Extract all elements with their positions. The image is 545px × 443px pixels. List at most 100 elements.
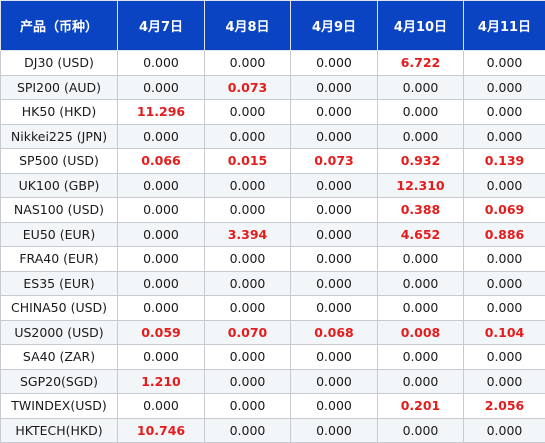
product-name-cell: SA40 (ZAR) — [1, 345, 118, 370]
product-name-cell: DJ30 (USD) — [1, 51, 118, 76]
header-product: 产品（币种） — [1, 1, 118, 51]
header-date: 4月9日 — [291, 1, 378, 51]
value-cell: 10.746 — [118, 418, 205, 443]
value-cell: 0.000 — [464, 51, 545, 76]
value-cell: 0.000 — [378, 100, 464, 125]
value-cell: 0.000 — [378, 369, 464, 394]
value-cell: 4.652 — [378, 222, 464, 247]
value-cell: 0.000 — [378, 345, 464, 370]
value-cell: 0.000 — [118, 75, 205, 100]
value-cell: 0.000 — [118, 124, 205, 149]
value-cell: 0.073 — [205, 75, 291, 100]
value-cell: 0.000 — [291, 369, 378, 394]
value-cell: 0.000 — [205, 394, 291, 419]
value-cell: 0.000 — [118, 51, 205, 76]
value-cell: 0.000 — [464, 247, 545, 272]
value-cell: 0.000 — [205, 345, 291, 370]
value-cell: 0.000 — [205, 51, 291, 76]
product-name-cell: CHINA50 (USD) — [1, 296, 118, 321]
value-cell: 0.073 — [291, 149, 378, 174]
value-cell: 0.000 — [378, 418, 464, 443]
value-cell: 0.000 — [378, 247, 464, 272]
value-cell: 0.000 — [118, 345, 205, 370]
value-cell: 0.000 — [464, 369, 545, 394]
value-cell: 0.000 — [118, 394, 205, 419]
product-name-cell: HKTECH(HKD) — [1, 418, 118, 443]
value-cell: 0.000 — [118, 173, 205, 198]
product-name-cell: UK100 (GBP) — [1, 173, 118, 198]
value-cell: 0.066 — [118, 149, 205, 174]
value-cell: 0.000 — [118, 222, 205, 247]
value-cell: 0.000 — [118, 271, 205, 296]
value-cell: 6.722 — [378, 51, 464, 76]
value-cell: 0.000 — [291, 247, 378, 272]
value-cell: 0.000 — [378, 296, 464, 321]
value-cell: 0.059 — [118, 320, 205, 345]
value-cell: 0.000 — [291, 418, 378, 443]
value-cell: 0.104 — [464, 320, 545, 345]
value-cell: 0.000 — [291, 51, 378, 76]
value-cell: 0.000 — [464, 418, 545, 443]
value-cell: 0.000 — [205, 271, 291, 296]
value-cell: 0.000 — [291, 100, 378, 125]
value-cell: 3.394 — [205, 222, 291, 247]
value-cell: 0.000 — [205, 100, 291, 125]
value-cell: 0.000 — [118, 296, 205, 321]
value-cell: 0.015 — [205, 149, 291, 174]
value-cell: 0.000 — [464, 173, 545, 198]
value-cell: 0.008 — [378, 320, 464, 345]
value-cell: 0.000 — [291, 124, 378, 149]
value-cell: 0.201 — [378, 394, 464, 419]
value-cell: 0.000 — [378, 271, 464, 296]
value-cell: 0.000 — [464, 296, 545, 321]
value-cell: 0.068 — [291, 320, 378, 345]
value-cell: 0.000 — [291, 222, 378, 247]
value-cell: 0.000 — [205, 198, 291, 223]
value-cell: 0.000 — [291, 198, 378, 223]
value-cell: 0.000 — [464, 271, 545, 296]
header-date: 4月7日 — [118, 1, 205, 51]
product-name-cell: ES35 (EUR) — [1, 271, 118, 296]
value-cell: 0.000 — [378, 75, 464, 100]
table-header: 产品（币种） 4月7日 4月8日 4月9日 4月10日 4月11日 — [1, 1, 545, 51]
value-cell: 0.070 — [205, 320, 291, 345]
value-cell: 0.139 — [464, 149, 545, 174]
value-cell: 0.000 — [291, 394, 378, 419]
product-name-cell: HK50 (HKD) — [1, 100, 118, 125]
value-cell: 0.000 — [291, 271, 378, 296]
header-date: 4月11日 — [464, 1, 545, 51]
value-cell: 0.000 — [205, 247, 291, 272]
value-cell: 0.000 — [205, 369, 291, 394]
product-name-cell: Nikkei225 (JPN) — [1, 124, 118, 149]
header-row: 产品（币种） 4月7日 4月8日 4月9日 4月10日 4月11日 — [1, 1, 545, 51]
value-cell: 0.000 — [118, 247, 205, 272]
product-name-cell: EU50 (EUR) — [1, 222, 118, 247]
value-cell: 0.886 — [464, 222, 545, 247]
value-cell: 0.000 — [464, 75, 545, 100]
value-cell: 0.000 — [291, 75, 378, 100]
product-name-cell: SP500 (USD) — [1, 149, 118, 174]
product-name-cell: NAS100 (USD) — [1, 198, 118, 223]
value-cell: 0.069 — [464, 198, 545, 223]
product-name-cell: TWINDEX(USD) — [1, 394, 118, 419]
value-cell: 0.000 — [118, 198, 205, 223]
value-cell: 0.000 — [464, 345, 545, 370]
value-cell: 0.000 — [378, 124, 464, 149]
